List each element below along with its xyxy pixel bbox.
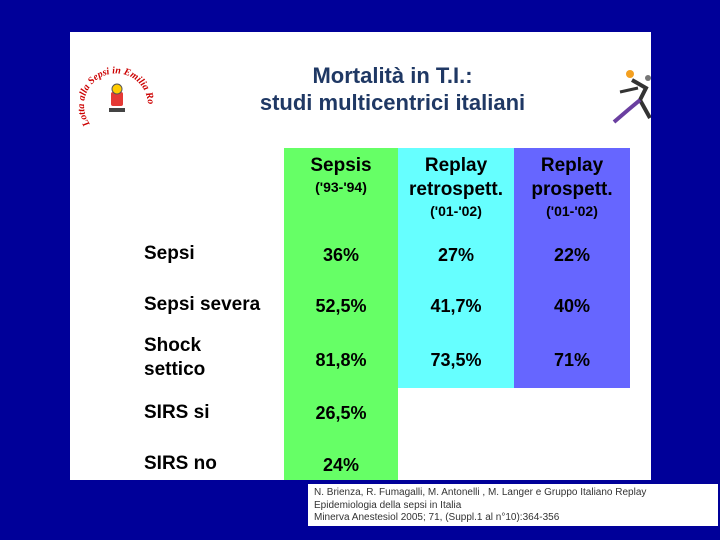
table-cell: 36%	[322, 245, 360, 265]
table-cell: 81,8%	[315, 350, 367, 370]
column-header-name: Replay	[424, 155, 488, 176]
column-replay-prosp-bg	[514, 148, 630, 388]
row-label-sirs-no: SIRS no	[144, 453, 217, 474]
table-cell: 26,5%	[315, 403, 367, 423]
title-line-2: studi multicentrici italiani	[259, 90, 526, 115]
column-header-name: prospett.	[531, 179, 613, 200]
table-cell: 71%	[553, 350, 591, 370]
table-cell: 22%	[553, 245, 591, 265]
table-cell: 27%	[437, 245, 475, 265]
table-cell: 24%	[322, 455, 360, 475]
row-label-sirs-si: SIRS si	[144, 402, 210, 423]
slide-title: Mortalità in T.I.: studi multicentrici i…	[220, 62, 565, 116]
column-sepsis-bg	[284, 148, 398, 480]
column-replay-retro-bg	[398, 148, 514, 388]
column-header-name: Replay	[540, 155, 604, 176]
table-cell: 40%	[553, 296, 591, 316]
reference-citation: N. Brienza, R. Fumagalli, M. Antonelli ,…	[308, 484, 718, 526]
row-label-sepsi: Sepsi	[144, 243, 195, 264]
column-header-name: Sepsis	[310, 155, 372, 176]
row-label-line: Shock	[144, 335, 202, 356]
row-label-sepsi-severa: Sepsi severa	[144, 294, 261, 315]
title-line-1: Mortalità in T.I.:	[312, 63, 473, 88]
column-header-replay-prospett: Replay prospett. ('01-'02)	[514, 154, 630, 220]
column-header-replay-retrospett: Replay retrospett. ('01-'02)	[398, 154, 514, 220]
citation-title: Epidemiologia della sepsi in Italia	[314, 499, 462, 511]
table-cell: 41,7%	[430, 296, 482, 316]
sepsis-campaign-logo: Lotta alla Sepsi in Emilia Romagna	[76, 54, 156, 129]
row-label-line: settico	[144, 359, 206, 380]
citation-journal: Minerva Anestesiol 2005; 71, (Suppl.1 al…	[314, 512, 560, 523]
row-label-shock-settico: Shock settico	[144, 334, 205, 382]
citation-authors: N. Brienza, R. Fumagalli, M. Antonelli ,…	[314, 487, 647, 498]
column-header-sepsis: Sepsis ('93-'94)	[284, 154, 398, 196]
column-header-name: retrospett.	[409, 179, 503, 200]
column-header-period: ('01-'02)	[546, 203, 598, 219]
slide: Lotta alla Sepsi in Emilia Romagna Morta…	[70, 32, 651, 480]
column-header-period: ('01-'02)	[430, 203, 482, 219]
table-cell: 73,5%	[430, 350, 482, 370]
table-cell: 52,5%	[315, 296, 367, 316]
column-header-period: ('93-'94)	[315, 179, 367, 195]
running-figure-icon	[612, 70, 651, 124]
